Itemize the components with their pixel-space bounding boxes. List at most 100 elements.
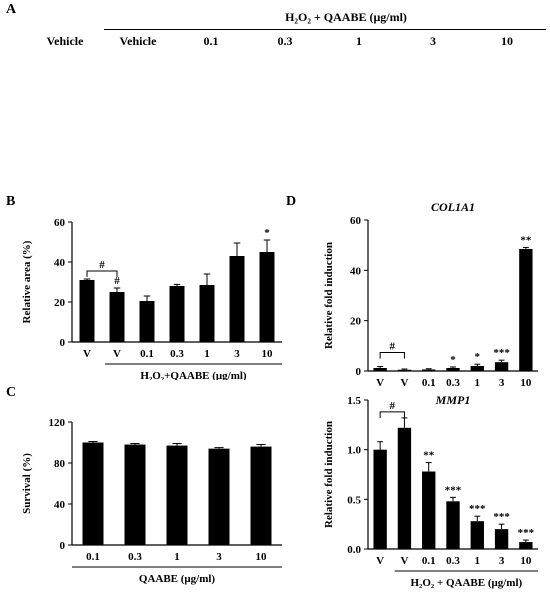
bar	[422, 369, 436, 371]
image-column-label: 0.3	[277, 34, 293, 48]
significance-label: #	[114, 275, 120, 287]
bar	[397, 427, 412, 549]
significance-label: *	[264, 227, 270, 239]
bar	[169, 286, 185, 342]
bracket-label: #	[390, 340, 396, 352]
x-tick-label: 0.1	[422, 555, 436, 567]
bar	[519, 248, 533, 371]
x-tick-label: 0.3	[170, 348, 184, 360]
chart-c-survival: 0 40 80 120 Survival (%) 0.1 0.3 1 3 10 QAABE (μg/…	[21, 417, 282, 585]
significance-label: *	[450, 354, 456, 366]
x-axis-label: H₂O₂+QAABE (μg/ml)	[140, 370, 247, 380]
x-tick-label: 10	[520, 377, 532, 388]
comparison-bracket	[379, 351, 405, 359]
x-tick-label: V	[376, 377, 384, 388]
bar	[373, 449, 387, 549]
y-tick-label: 0	[60, 540, 66, 552]
chart-b-relative-area: 0 20 40 60 Relative area (%) V V #0.1 0.3 1 3 10 * # H…	[21, 217, 282, 380]
y-tick-label: 40	[54, 499, 66, 511]
panel-b-label: B	[6, 194, 16, 209]
x-tick-label: V	[83, 348, 91, 360]
significance-label: ***	[493, 511, 510, 523]
bar	[397, 369, 412, 371]
panel-a-label: A	[6, 2, 17, 17]
x-tick-label: V	[400, 377, 408, 388]
x-tick-label: 0.1	[86, 551, 100, 563]
bar	[229, 256, 245, 342]
y-tick-label: 1.0	[347, 445, 361, 457]
bar	[82, 442, 104, 545]
bracket-label: #	[390, 400, 396, 412]
y-tick-label: 0	[60, 337, 66, 349]
y-axis-label: Survival (%)	[21, 453, 33, 514]
y-tick-label: 0	[356, 366, 362, 378]
x-tick-label: 3	[499, 555, 505, 567]
y-tick-label: 0.5	[347, 494, 361, 506]
chart-d-mmp1: 0.0 0.5 1.0 1.5 Relative fold induction V V 0.1…	[323, 393, 538, 589]
bar	[446, 501, 460, 549]
y-tick-label: 120	[49, 417, 66, 429]
image-column-label: 1	[356, 34, 362, 48]
bar	[109, 292, 125, 342]
bar	[519, 542, 533, 549]
bar	[470, 365, 484, 371]
y-axis-label: Relative fold induction	[323, 421, 335, 528]
x-tick-label: V	[376, 555, 384, 567]
image-column-label: Vehicle	[46, 34, 84, 48]
y-tick-label: 20	[54, 297, 66, 309]
significance-label: ***	[518, 527, 535, 539]
image-column-label: Vehicle	[119, 34, 157, 48]
bar	[446, 367, 460, 371]
chart-title: COL1A1	[431, 200, 475, 214]
x-tick-label: 3	[499, 377, 505, 388]
bar	[470, 521, 484, 549]
y-tick-label: 0.0	[347, 544, 361, 556]
chart-d-col1a1: 0 20 40 60 Relative fold induction V V 0.1 0.3 * 1…	[323, 200, 538, 388]
significance-label: **	[423, 450, 435, 462]
image-column-label: 3	[430, 34, 436, 48]
x-tick-label: V	[113, 348, 121, 360]
x-tick-label: 0.1	[422, 377, 436, 388]
bracket-label: #	[99, 259, 105, 271]
x-axis-label: QAABE (μg/ml)	[139, 573, 216, 585]
treatment-header-line	[104, 29, 546, 30]
comparison-bracket	[86, 270, 118, 277]
bar	[166, 445, 188, 545]
x-tick-label: V	[400, 555, 408, 567]
significance-label: ***	[493, 347, 510, 359]
bar	[139, 301, 155, 342]
bar	[259, 252, 275, 342]
bar	[373, 367, 387, 371]
chart-title: MMP1	[435, 393, 471, 407]
y-tick-label: 40	[54, 257, 66, 269]
significance-label: **	[520, 234, 532, 246]
bar	[199, 285, 215, 342]
x-tick-label: 10	[520, 555, 532, 567]
bar	[79, 280, 95, 342]
bar	[208, 448, 230, 545]
x-axis-label: H₂O₂ + QAABE (μg/ml)	[411, 577, 523, 589]
x-tick-label: 1	[475, 377, 481, 388]
y-tick-label: 1.5	[347, 395, 361, 407]
bar	[494, 362, 509, 371]
bar	[494, 529, 509, 549]
y-axis-label: Relative area (%)	[21, 240, 33, 323]
bar	[124, 444, 146, 545]
x-tick-label: 0.3	[446, 377, 460, 388]
significance-label: ***	[469, 503, 486, 515]
treatment-header: H₂O₂ + QAABE (μg/ml)	[285, 10, 407, 24]
y-axis-label: Relative fold induction	[323, 242, 335, 349]
image-column-label: 0.1	[203, 34, 219, 48]
x-tick-label: 1	[174, 551, 180, 563]
x-tick-label: 0.1	[140, 348, 154, 360]
comparison-bracket	[379, 411, 405, 418]
x-tick-label: 0.3	[128, 551, 142, 563]
panel-c-label: C	[6, 385, 17, 400]
x-tick-label: 10	[256, 551, 268, 563]
x-tick-label: 1	[475, 555, 481, 567]
y-tick-label: 60	[350, 215, 362, 227]
x-tick-label: 3	[234, 348, 240, 360]
y-tick-label: 80	[54, 458, 66, 470]
significance-label: *	[475, 351, 481, 363]
significance-label: ***	[445, 484, 462, 496]
